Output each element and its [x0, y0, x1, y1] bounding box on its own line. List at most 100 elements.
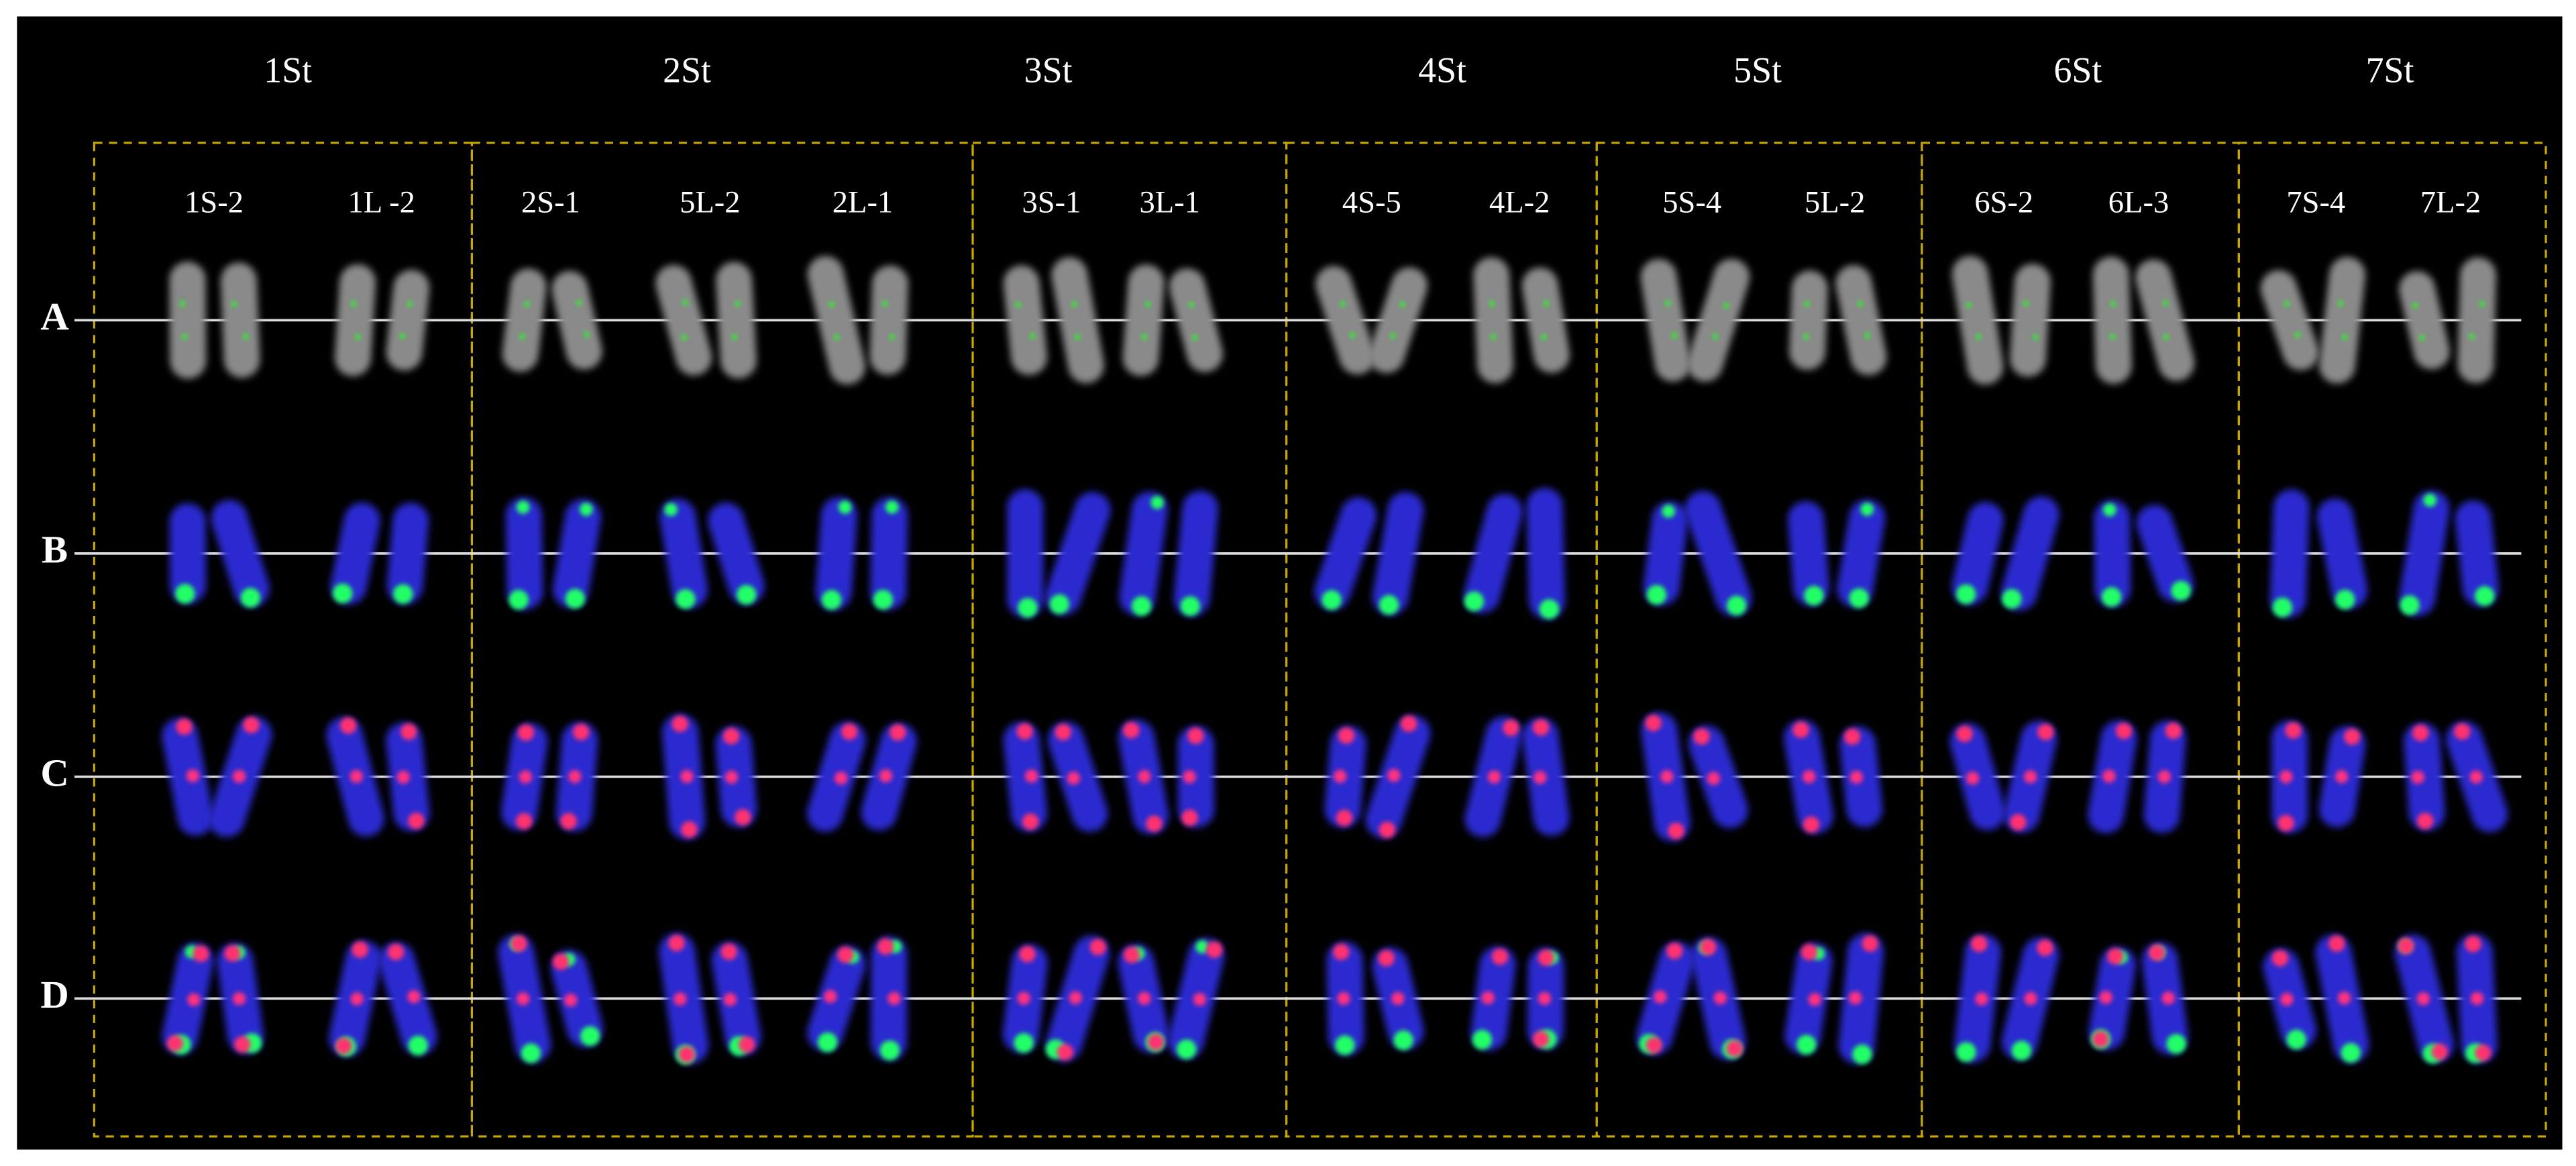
chromosome: [386, 502, 429, 604]
signal: [1378, 950, 1395, 967]
chromosome: [553, 498, 602, 609]
signal: [2284, 301, 2290, 307]
signal: [1693, 728, 1710, 745]
signal: [1804, 586, 1824, 606]
signal: [2416, 812, 2434, 829]
signal: [1131, 596, 1152, 617]
chromosome: [1122, 264, 1165, 376]
signal: [1539, 599, 1560, 619]
chromatid: [2399, 271, 2450, 370]
chromosome: [1643, 501, 1688, 606]
chromosome: [502, 268, 547, 372]
signal: [1532, 719, 1550, 736]
signal: [2279, 770, 2293, 784]
chromatid: [1122, 264, 1165, 376]
karyotype-label: 3L-1: [1140, 186, 1200, 220]
signal: [1849, 770, 1864, 784]
chromosome: [807, 721, 866, 832]
signal: [2277, 814, 2294, 832]
signal: [2412, 725, 2429, 741]
signal: [1665, 301, 1670, 306]
signal: [232, 770, 246, 784]
signal: [2110, 333, 2115, 339]
signal: [2328, 935, 2345, 952]
signal: [335, 1037, 352, 1055]
chromosome: [335, 264, 376, 376]
chromosome: [2135, 259, 2195, 381]
signal: [387, 943, 405, 961]
signal: [834, 772, 848, 785]
signal: [1668, 823, 1684, 839]
signal: [885, 500, 899, 514]
chromatid: [1007, 489, 1044, 618]
signal: [1860, 502, 1874, 517]
signal: [408, 812, 425, 829]
signal: [1503, 719, 1519, 737]
signal: [1803, 816, 1820, 833]
signal: [1660, 770, 1674, 784]
signal: [722, 728, 740, 745]
signal: [674, 992, 687, 1006]
signal: [519, 333, 525, 339]
chromatid: [330, 502, 380, 604]
signal: [1864, 333, 1870, 339]
signal: [724, 770, 739, 784]
signal: [1123, 722, 1140, 739]
chromosome: [162, 718, 214, 836]
signal: [2416, 992, 2430, 1006]
signal: [573, 723, 590, 741]
group-box: [1285, 142, 1598, 1138]
signal: [1862, 935, 1879, 952]
signal: [1145, 301, 1151, 307]
signal: [1802, 770, 1816, 784]
signal: [1137, 992, 1151, 1005]
chromatid: [708, 502, 765, 604]
chromatid: [807, 256, 865, 385]
chromatid: [2269, 489, 2310, 618]
chromatid: [1526, 488, 1565, 619]
chromosome: [1788, 501, 1829, 606]
signal: [552, 953, 570, 970]
signal: [176, 719, 193, 735]
signal: [888, 992, 901, 1006]
signal: [681, 821, 698, 838]
chromatid: [1314, 497, 1377, 610]
signal: [393, 584, 413, 604]
chromosome: [2092, 256, 2132, 384]
signal: [1712, 333, 1718, 339]
signal: [817, 1032, 838, 1053]
chromosome: [2088, 947, 2136, 1051]
signal: [1541, 334, 1547, 340]
chromatid: [1788, 501, 1829, 606]
signal: [2092, 1030, 2109, 1048]
signal: [1387, 768, 1401, 782]
karyotype-label: 5L-2: [1805, 186, 1865, 220]
karyotype-label: 4S-5: [1342, 186, 1401, 220]
chromatid: [2136, 505, 2194, 602]
chromatid: [2092, 256, 2132, 384]
chromosome: [2457, 257, 2496, 384]
chromatid: [1521, 267, 1570, 373]
chromatid: [1473, 257, 1513, 384]
chromosome: [1372, 492, 1424, 615]
signal: [829, 301, 835, 307]
chromatid: [1951, 502, 2004, 605]
signal: [1333, 943, 1350, 961]
chromosome: [326, 717, 384, 837]
signal: [823, 990, 837, 1004]
signal: [2037, 723, 2054, 741]
chromosome: [1051, 257, 1104, 384]
signal: [2023, 301, 2029, 307]
signal: [1322, 590, 1342, 611]
signal: [1379, 594, 1399, 615]
signal: [1019, 945, 1036, 963]
signal: [1490, 333, 1496, 339]
signal: [576, 300, 582, 306]
signal: [1808, 992, 1822, 1006]
signal: [1180, 596, 1200, 617]
signal: [240, 588, 261, 608]
signal: [568, 770, 582, 784]
signal: [837, 946, 854, 963]
row-label: A: [40, 295, 68, 338]
signal: [1713, 991, 1727, 1005]
